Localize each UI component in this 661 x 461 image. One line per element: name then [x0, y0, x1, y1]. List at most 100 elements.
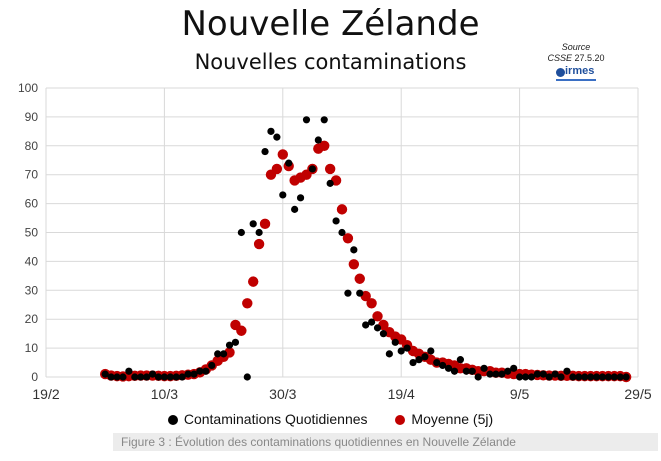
point-daily: [296, 194, 305, 202]
point-daily: [462, 367, 470, 375]
point-daily: [415, 356, 423, 364]
point-daily: [409, 358, 417, 367]
point-daily: [391, 338, 399, 346]
y-tick-label: 10: [25, 341, 39, 355]
point-daily: [362, 321, 370, 329]
point-daily: [581, 373, 589, 381]
logo-mark-icon: [556, 68, 565, 77]
point-daily: [444, 364, 453, 372]
legend-label-average: Moyenne (5j): [411, 411, 494, 427]
point-daily: [403, 344, 411, 352]
point-daily: [456, 356, 464, 364]
y-tick-label: 40: [25, 254, 39, 268]
logo-underline: [556, 79, 596, 81]
point-daily: [468, 367, 476, 375]
point-daily: [255, 228, 263, 237]
point-average: [248, 276, 259, 287]
point-average: [271, 163, 283, 175]
source-label: Source: [561, 42, 591, 52]
point-daily: [474, 373, 482, 381]
point-daily: [368, 318, 376, 326]
point-average: [354, 273, 365, 284]
point-daily: [237, 228, 245, 237]
point-daily: [356, 289, 364, 297]
point-daily: [113, 373, 121, 381]
x-tick-label: 19/4: [388, 386, 415, 402]
point-daily: [604, 373, 613, 381]
point-daily: [285, 159, 293, 167]
point-daily: [137, 373, 145, 381]
x-tick-label: 30/3: [269, 386, 296, 402]
legend: Contaminations Quotidiennes Moyenne (5j): [0, 411, 661, 427]
point-daily: [148, 370, 157, 378]
point-daily: [107, 373, 115, 381]
point-average: [259, 218, 271, 230]
point-daily: [450, 367, 459, 375]
point-daily: [563, 367, 571, 375]
data-points: [100, 116, 632, 383]
point-daily: [184, 370, 192, 378]
source-detail: CSSE 27.5.20: [536, 53, 616, 64]
x-tick-label: 9/5: [510, 386, 530, 402]
legend-dot-daily: [167, 415, 178, 425]
point-daily: [510, 364, 518, 372]
point-daily: [557, 373, 565, 381]
point-average: [253, 238, 265, 250]
point-average: [324, 163, 336, 175]
point-average: [348, 259, 360, 270]
point-daily: [119, 373, 127, 381]
point-daily: [598, 373, 607, 381]
point-daily: [338, 228, 346, 237]
point-average: [277, 149, 288, 160]
chart-title: Nouvelle Zélande: [181, 4, 480, 44]
point-average: [336, 204, 348, 215]
point-daily: [249, 220, 257, 228]
point-daily: [379, 330, 388, 338]
point-daily: [569, 373, 577, 381]
point-daily: [551, 370, 559, 378]
point-daily: [421, 353, 429, 361]
logo-text: irmes: [565, 65, 595, 77]
y-tick-label: 80: [25, 139, 39, 153]
point-daily: [385, 350, 393, 358]
y-tick-label: 30: [25, 283, 39, 297]
point-daily: [492, 370, 500, 378]
y-tick-label: 90: [25, 110, 39, 124]
legend-item-average: Moyenne (5j): [395, 411, 493, 427]
chart-subtitle: Nouvelles contaminations: [194, 50, 467, 74]
point-daily: [273, 133, 281, 141]
point-daily: [243, 373, 251, 381]
point-daily: [225, 341, 234, 349]
point-daily: [516, 373, 524, 381]
x-tick-label: 29/5: [624, 386, 651, 402]
point-average: [372, 311, 383, 322]
source-date: 27.5.20: [574, 53, 605, 63]
point-daily: [332, 217, 340, 225]
source-note: Source CSSE 27.5.20: [536, 42, 616, 64]
point-daily: [527, 373, 536, 381]
legend-item-daily: Contaminations Quotidiennes: [167, 411, 368, 427]
y-tick-label: 60: [25, 197, 39, 211]
point-daily: [427, 347, 435, 355]
point-daily: [320, 116, 328, 124]
source-csse: CSSE: [547, 53, 572, 63]
point-daily: [178, 373, 186, 381]
point-daily: [486, 370, 494, 378]
point-daily: [504, 367, 512, 375]
point-daily: [344, 289, 352, 297]
point-daily: [592, 373, 601, 381]
point-daily: [539, 370, 547, 378]
point-daily: [279, 191, 287, 199]
point-average: [236, 325, 247, 336]
y-tick-label: 20: [25, 312, 39, 326]
point-daily: [202, 367, 210, 375]
point-daily: [314, 136, 322, 144]
irmes-logo: irmes: [556, 65, 596, 81]
point-daily: [308, 165, 316, 173]
point-daily: [214, 350, 222, 358]
y-tick-label: 100: [18, 81, 38, 95]
point-daily: [350, 246, 358, 254]
point-daily: [622, 373, 630, 381]
point-daily: [125, 367, 133, 375]
